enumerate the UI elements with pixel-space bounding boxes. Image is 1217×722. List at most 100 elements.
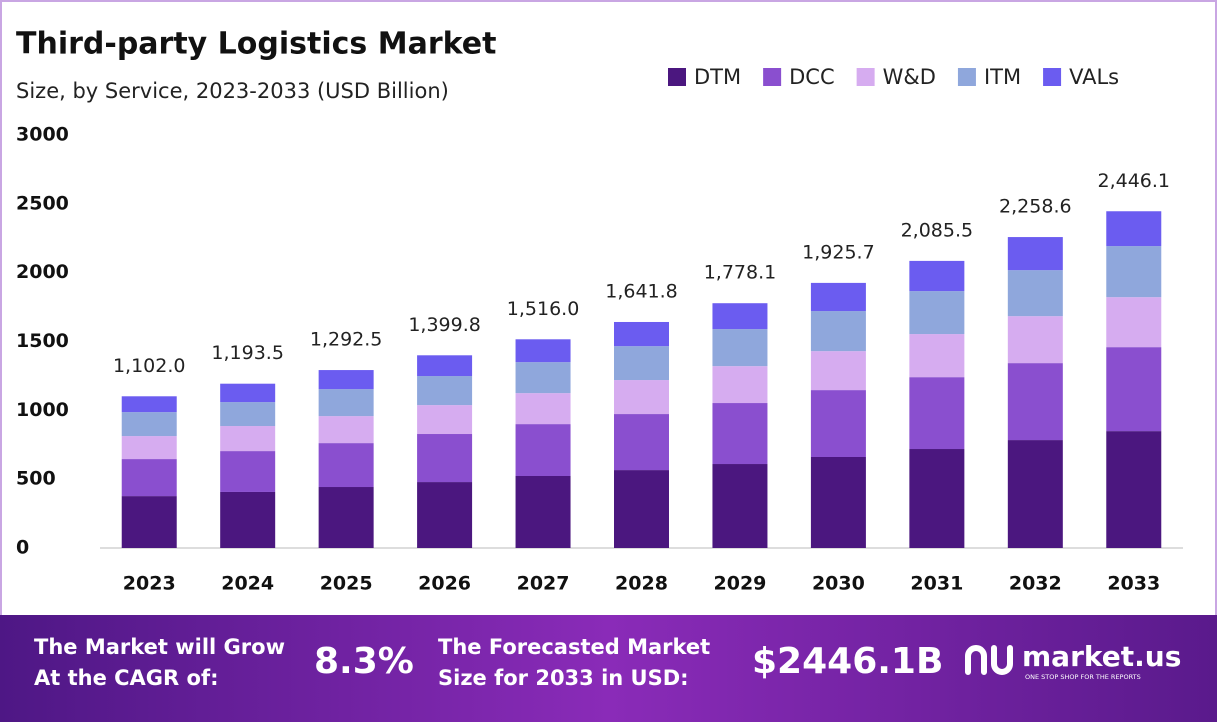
y-tick-label: 1000 — [16, 399, 69, 421]
bar-segment — [909, 449, 965, 548]
bar-segment — [909, 377, 965, 450]
bar-segment — [1106, 431, 1162, 548]
y-tick-label: 0 — [16, 537, 29, 559]
bar-segment — [121, 436, 177, 460]
bar-segment — [810, 457, 866, 548]
bar-segment — [121, 459, 177, 497]
bar-segment — [121, 412, 177, 437]
x-tick-label: 2027 — [517, 573, 570, 595]
total-label: 1,516.0 — [507, 298, 580, 320]
total-label: 2,085.5 — [901, 219, 974, 241]
cagr-value: 8.3% — [314, 641, 414, 682]
total-label: 1,193.5 — [211, 342, 284, 364]
bar-segment — [614, 414, 669, 471]
bar-segment — [220, 451, 276, 492]
bar-segment — [810, 390, 866, 458]
bar-segment — [515, 424, 571, 477]
bar-segment — [810, 282, 866, 312]
total-label: 2,446.1 — [1098, 170, 1171, 192]
bar-segment — [1007, 237, 1063, 271]
y-tick-label: 2000 — [16, 261, 69, 283]
x-tick-label: 2032 — [1009, 573, 1062, 595]
total-label: 1,925.7 — [802, 241, 875, 263]
tagline: ONE STOP SHOP FOR THE REPORTS — [1025, 673, 1141, 681]
bar-segment — [712, 303, 768, 330]
bar-segment — [318, 443, 374, 488]
bar-segment — [712, 464, 768, 548]
bar-segment — [1007, 316, 1063, 364]
legend-swatch — [668, 68, 686, 86]
bar-segment — [417, 482, 473, 548]
bar-segment — [515, 393, 571, 425]
bar-segment — [417, 405, 473, 435]
legend-swatch — [957, 68, 976, 86]
bar-segment — [1007, 440, 1063, 548]
total-label: 1,641.8 — [605, 280, 678, 302]
x-tick-label: 2029 — [714, 573, 767, 595]
bar-segment — [515, 362, 571, 394]
bar-segment — [614, 380, 669, 415]
chart-subtitle: Size, by Service, 2023-2033 (USD Billion… — [16, 79, 449, 103]
bar-segment — [810, 311, 866, 352]
bar-segment — [1007, 270, 1063, 317]
bar-segment — [417, 434, 473, 483]
forecast-text: The Forecasted Market — [438, 635, 710, 659]
x-tick-label: 2026 — [418, 573, 471, 595]
bar-segment — [220, 402, 276, 427]
bar-segment — [515, 476, 571, 548]
total-label: 2,258.6 — [999, 196, 1072, 218]
bar-segment — [220, 383, 276, 403]
bar-segment — [1106, 211, 1162, 247]
legend-label: DCC — [789, 65, 835, 89]
forecast-text: Size for 2033 in USD: — [438, 666, 689, 690]
bar-segment — [220, 426, 276, 452]
legend-swatch — [1043, 68, 1062, 86]
forecast-value: $2446.1B — [752, 641, 943, 682]
total-label: 1,292.5 — [310, 329, 383, 351]
x-tick-label: 2023 — [123, 573, 176, 595]
bar-segment — [909, 334, 965, 378]
bar-segment — [712, 366, 768, 404]
y-tick-label: 2500 — [16, 192, 69, 214]
chart-title: Third-party Logistics Market — [16, 27, 496, 62]
legend-label: W&D — [883, 65, 936, 89]
bar-segment — [318, 389, 374, 417]
bar-segment — [614, 470, 669, 548]
bar-segment — [909, 260, 965, 292]
bar-segment — [121, 396, 177, 413]
x-tick-label: 2025 — [320, 573, 373, 595]
bar-segment — [712, 403, 768, 465]
bar-segment — [1106, 297, 1162, 348]
bar-segment — [712, 329, 768, 367]
legend-label: ITM — [984, 65, 1021, 89]
bar-segment — [1007, 363, 1063, 441]
bar-segment — [318, 370, 374, 390]
x-tick-label: 2033 — [1107, 573, 1160, 595]
bar-segment — [1106, 347, 1162, 432]
legend-label: VALs — [1069, 65, 1119, 89]
bar-segment — [417, 376, 473, 406]
bar-segment — [810, 351, 866, 391]
footer-band — [0, 615, 1217, 722]
legend-swatch — [856, 68, 875, 86]
bar-segment — [220, 491, 276, 548]
total-label: 1,399.8 — [408, 314, 481, 336]
y-tick-label: 3000 — [16, 124, 69, 146]
bar-segment — [909, 291, 965, 335]
x-tick-label: 2024 — [221, 573, 274, 595]
cagr-text: The Market will Grow — [34, 635, 285, 659]
total-label: 1,778.1 — [704, 262, 777, 284]
bar-segment — [1106, 246, 1162, 298]
bar-segment — [318, 416, 374, 444]
x-tick-label: 2031 — [910, 573, 963, 595]
legend-label: DTM — [694, 65, 741, 89]
total-label: 1,102.0 — [113, 355, 186, 377]
x-tick-label: 2028 — [615, 573, 668, 595]
legend-swatch — [763, 68, 782, 86]
bar-segment — [417, 355, 473, 377]
x-tick-label: 2030 — [812, 573, 865, 595]
y-tick-label: 500 — [16, 468, 56, 490]
cagr-text: At the CAGR of: — [34, 666, 219, 690]
